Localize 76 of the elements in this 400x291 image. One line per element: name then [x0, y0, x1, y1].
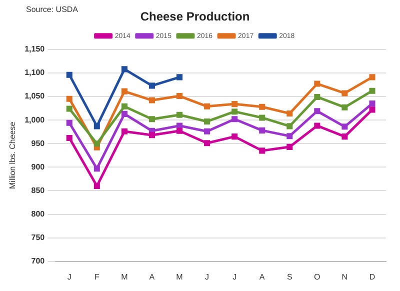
y-tick-label: 1,050: [24, 92, 46, 101]
x-tick-label: J: [232, 272, 237, 282]
point: [121, 128, 128, 134]
y-tick-label: 850: [31, 186, 46, 195]
y-tick-label: 800: [31, 209, 46, 218]
point: [286, 123, 293, 130]
point: [342, 90, 348, 96]
chart-title: Cheese Production: [140, 10, 250, 24]
y-tick-label: 700: [31, 256, 46, 266]
point: [94, 123, 100, 130]
point: [94, 140, 100, 147]
point: [121, 88, 128, 94]
x-tick-label: J: [67, 272, 72, 282]
point: [259, 114, 266, 121]
point: [232, 101, 238, 108]
point: [369, 106, 376, 113]
point: [148, 116, 155, 122]
x-tick-label: M: [176, 272, 184, 282]
point: [232, 116, 238, 122]
point: [148, 97, 155, 104]
point: [286, 110, 293, 116]
point: [342, 104, 348, 110]
point: [176, 93, 183, 100]
y-tick-label: 900: [31, 162, 46, 172]
y-axis-title: Million lbs. Cheese: [8, 121, 18, 189]
point: [148, 82, 155, 89]
point: [369, 74, 376, 80]
y-tick-label: 950: [31, 138, 46, 148]
point: [286, 133, 293, 140]
point: [176, 122, 183, 129]
point: [176, 74, 183, 80]
y-tick-label: 1,000: [24, 115, 46, 124]
point: [259, 148, 266, 154]
x-tick-label: D: [369, 272, 376, 282]
point: [121, 110, 128, 117]
x-tick-label: A: [259, 272, 266, 282]
point: [204, 103, 210, 110]
x-tick-label: O: [314, 272, 320, 282]
point: [66, 106, 72, 112]
x-tick-label: F: [94, 272, 100, 282]
point: [286, 144, 293, 150]
point: [176, 128, 183, 134]
point: [259, 127, 266, 134]
point: [94, 183, 100, 190]
point: [204, 140, 210, 146]
source-note: Source: USDA: [26, 5, 78, 14]
point: [66, 134, 72, 141]
x-tick-label: N: [342, 272, 348, 282]
point: [148, 132, 155, 138]
point: [314, 122, 320, 129]
point: [232, 108, 238, 115]
point: [204, 118, 210, 124]
point: [66, 120, 72, 126]
point: [369, 88, 376, 94]
point: [94, 166, 100, 172]
point: [314, 80, 320, 87]
point: [232, 134, 238, 140]
point: [314, 94, 320, 100]
point: [369, 100, 376, 107]
x-tick-label: J: [205, 272, 210, 282]
point: [259, 104, 266, 110]
point: [204, 128, 210, 134]
point: [121, 103, 128, 110]
point: [342, 134, 348, 140]
y-tick-label: 1,150: [24, 44, 46, 54]
y-tick-label: 750: [31, 233, 46, 242]
point: [314, 108, 320, 114]
y-tick-label: 1,100: [24, 68, 46, 78]
x-tick-label: A: [149, 272, 156, 282]
x-tick-label: S: [286, 272, 292, 282]
point: [342, 124, 348, 130]
point: [66, 96, 72, 102]
x-tick-label: M: [121, 272, 128, 282]
point: [66, 72, 72, 78]
point: [176, 112, 183, 118]
point: [121, 66, 128, 72]
